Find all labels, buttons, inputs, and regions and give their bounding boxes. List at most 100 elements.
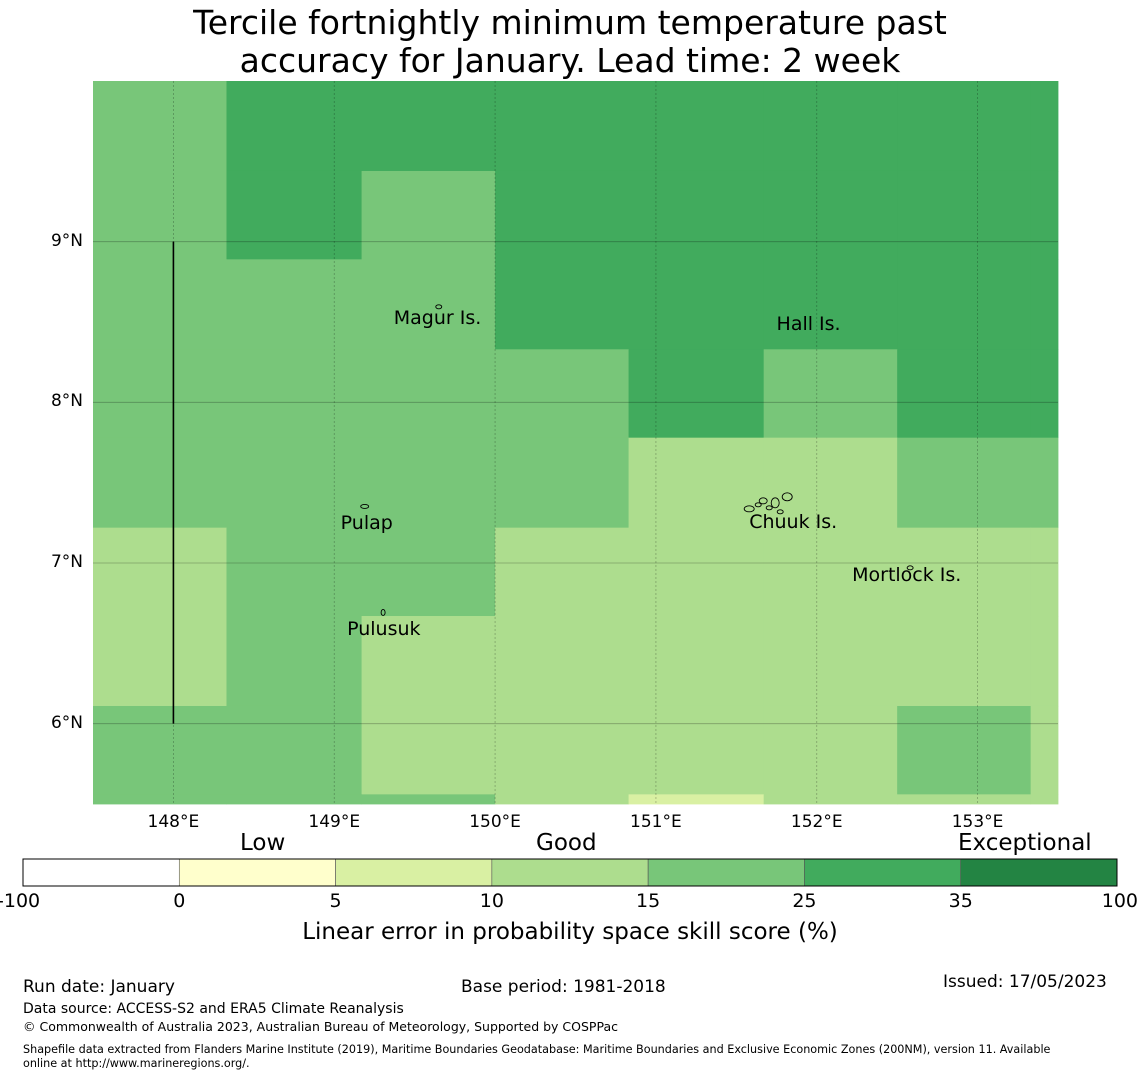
longitude-tick-label: 148°E <box>147 812 200 832</box>
colorbar-tick-label: 0 <box>173 890 186 912</box>
issued-date: Issued: 17/05/2023 <box>943 972 1107 992</box>
skill-cell <box>361 437 496 529</box>
skill-cell <box>1030 794 1059 805</box>
colorbar-bin <box>647 858 805 887</box>
skill-cell <box>628 437 765 529</box>
colorbar-bin <box>178 858 336 887</box>
skill-cell <box>226 705 362 795</box>
skill-cell <box>495 349 629 439</box>
colorbar-tick-label: 100 <box>1101 890 1138 912</box>
colorbar-title: Linear error in probability space skill … <box>302 919 838 945</box>
island-outline <box>754 502 762 508</box>
skill-cell <box>226 437 362 529</box>
place-label: Pulap <box>340 512 393 535</box>
skill-cell <box>226 527 362 617</box>
skill-cell <box>628 705 765 795</box>
latitude-tick-label: 9°N <box>50 230 83 251</box>
skill-cell <box>361 81 496 172</box>
skill-cell <box>1030 81 1059 172</box>
skill-cell <box>93 437 227 529</box>
colorbar-bin <box>804 858 962 887</box>
colorbar-tick-label: 15 <box>636 890 661 912</box>
skill-cell <box>361 527 496 617</box>
colorbar-bin <box>960 858 1118 887</box>
skill-cell <box>226 259 362 350</box>
skill-cell <box>1030 170 1059 260</box>
skill-cell <box>897 794 1032 805</box>
skill-cell <box>897 437 1032 529</box>
island-outline <box>360 503 370 509</box>
skill-cell <box>93 81 227 172</box>
skill-cell <box>763 81 898 172</box>
skill-cell <box>763 259 898 350</box>
island-outline <box>770 497 780 509</box>
skill-cell <box>628 259 765 350</box>
skill-cell <box>226 170 362 260</box>
skill-cell <box>763 794 898 805</box>
skill-cell <box>763 705 898 795</box>
skill-cell <box>1030 616 1059 707</box>
longitude-tick-label: 149°E <box>308 812 361 832</box>
skill-cell <box>93 705 227 795</box>
latitude-tick-label: 7°N <box>50 552 83 572</box>
colorbar-tick-label: 5 <box>329 890 342 912</box>
colorbar-tick-label: 10 <box>479 890 504 912</box>
skill-cell <box>628 81 765 172</box>
title-line-2: accuracy for January. Lead time: 2 week <box>239 41 901 80</box>
skill-cell <box>1030 437 1059 529</box>
skill-cell <box>361 616 496 707</box>
colorbar-bin <box>335 858 493 887</box>
skill-cell <box>226 81 362 172</box>
latitude-tick-label: 8°N <box>50 391 83 412</box>
island-outline <box>776 509 784 515</box>
skill-cell <box>495 616 629 707</box>
base-period: Base period: 1981-2018 <box>461 977 666 997</box>
skill-cell <box>495 527 629 617</box>
colorbar-frame <box>22 858 1118 887</box>
skill-cell <box>897 349 1032 439</box>
skill-cell <box>495 259 629 350</box>
skill-cell <box>763 437 898 529</box>
place-label: Magur Is. <box>393 306 482 329</box>
island-outline <box>380 609 386 616</box>
colorbar-tick-label: -100 <box>0 890 41 912</box>
skill-cell <box>897 527 1032 617</box>
category-low: Low <box>240 830 286 856</box>
skill-cell <box>361 705 496 795</box>
skill-cell <box>628 616 765 707</box>
shapefile-credit-line-2: online at http://www.marineregions.org/. <box>23 1057 250 1070</box>
latitude-tick-label: 6°N <box>50 712 83 733</box>
skill-cell <box>93 794 227 805</box>
skill-cell <box>897 259 1032 350</box>
place-label: Hall Is. <box>776 313 841 336</box>
island-outline <box>765 505 773 511</box>
place-label: Chuuk Is. <box>749 510 838 533</box>
skill-cell <box>1030 527 1059 617</box>
skill-cell <box>897 81 1032 172</box>
place-label: Mortlock Is. <box>852 563 962 586</box>
skill-cell <box>763 616 898 707</box>
island-outline <box>758 497 768 505</box>
longitude-tick-label: 153°E <box>951 812 1004 832</box>
skill-cell <box>495 705 629 795</box>
skill-cell <box>628 527 765 617</box>
skill-cell <box>361 259 496 350</box>
copyright: © Commonwealth of Australia 2023, Austra… <box>23 1019 618 1034</box>
skill-cell <box>763 527 898 617</box>
skill-cell <box>93 259 227 350</box>
skill-cell <box>763 170 898 260</box>
skill-cell <box>226 616 362 707</box>
island-outline <box>743 505 755 513</box>
skill-cell <box>897 705 1032 795</box>
longitude-tick-label: 152°E <box>790 812 843 832</box>
colorbar-tick-label: 25 <box>792 890 817 912</box>
skill-cell <box>628 794 765 805</box>
skill-cell <box>361 349 496 439</box>
skill-cell <box>628 349 765 439</box>
island-outline <box>906 565 914 571</box>
colorbar <box>22 858 1118 887</box>
category-exceptional: Exceptional <box>958 830 1092 856</box>
map-title: Tercile fortnightly minimum temperature … <box>0 4 1140 80</box>
skill-cell <box>763 349 898 439</box>
skill-cell <box>226 349 362 439</box>
